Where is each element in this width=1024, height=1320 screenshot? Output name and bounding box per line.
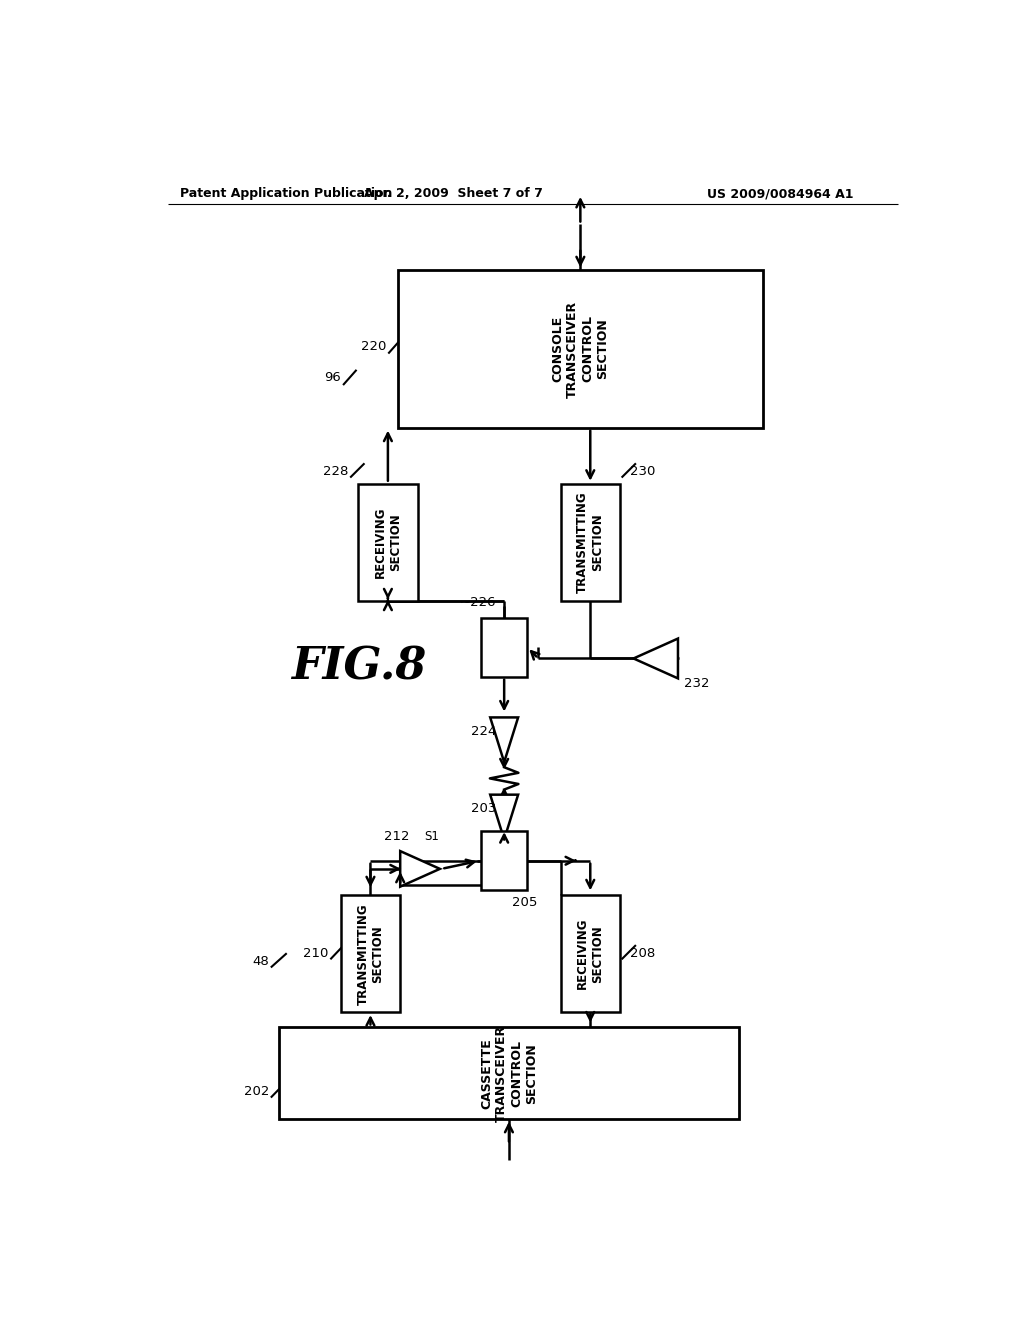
Text: RECEIVING
SECTION: RECEIVING SECTION [577, 917, 604, 990]
Bar [560, 483, 621, 601]
Bar [481, 618, 527, 677]
Text: 224: 224 [471, 725, 497, 738]
Text: 210: 210 [303, 946, 328, 960]
Polygon shape [400, 851, 440, 887]
Text: 205: 205 [512, 896, 538, 909]
Polygon shape [634, 639, 678, 678]
Text: 48: 48 [253, 954, 269, 968]
Text: Apr. 2, 2009  Sheet 7 of 7: Apr. 2, 2009 Sheet 7 of 7 [364, 187, 543, 201]
Text: RECEIVING
SECTION: RECEIVING SECTION [374, 507, 401, 578]
Bar [358, 483, 418, 601]
Text: 203: 203 [471, 803, 497, 816]
Polygon shape [490, 795, 518, 840]
Text: CASSETTE
TRANSCEIVER
CONTROL
SECTION: CASSETTE TRANSCEIVER CONTROL SECTION [480, 1024, 538, 1122]
Bar [397, 271, 763, 428]
Bar [341, 895, 400, 1012]
Text: CONSOLE
TRANSCEIVER
CONTROL
SECTION: CONSOLE TRANSCEIVER CONTROL SECTION [551, 301, 609, 397]
Text: 96: 96 [324, 371, 341, 384]
Text: 212: 212 [384, 830, 410, 843]
Bar [279, 1027, 739, 1119]
Text: 208: 208 [630, 946, 654, 960]
Bar [560, 895, 621, 1012]
Text: ~226: ~226 [460, 597, 497, 609]
Text: 228: 228 [324, 465, 348, 478]
Text: TRANSMITTING
SECTION: TRANSMITTING SECTION [356, 903, 384, 1005]
Bar [481, 832, 527, 890]
Text: 232: 232 [684, 677, 709, 690]
Text: FIG.8: FIG.8 [291, 645, 426, 688]
Text: S1: S1 [424, 830, 439, 843]
Text: US 2009/0084964 A1: US 2009/0084964 A1 [708, 187, 854, 201]
Text: 230: 230 [631, 465, 655, 478]
Text: 220: 220 [360, 341, 386, 352]
Text: TRANSMITTING
SECTION: TRANSMITTING SECTION [577, 491, 604, 593]
Text: Patent Application Publication: Patent Application Publication [179, 187, 392, 201]
Polygon shape [490, 718, 518, 762]
Text: 202: 202 [244, 1085, 269, 1098]
